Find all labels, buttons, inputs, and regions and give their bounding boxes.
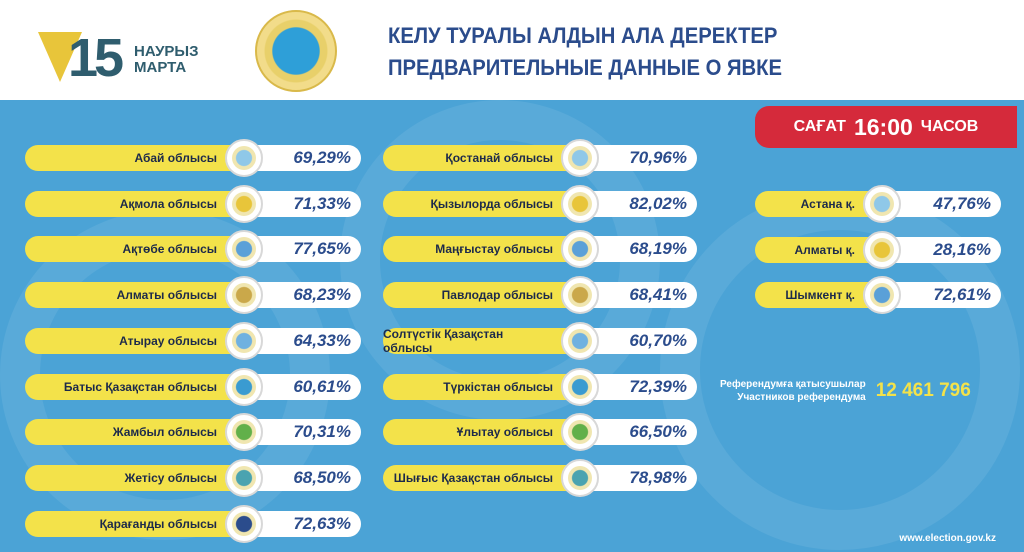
turnout-value: 71,33%: [251, 190, 361, 217]
region-row: Павлодар облысы 68,41%: [383, 276, 697, 315]
region-name: Маңғыстау облысы: [383, 236, 583, 263]
region-row: Астана қ. 47,76%: [755, 185, 1001, 223]
participants-label-ru: Участников референдума: [737, 392, 866, 403]
region-row: Жамбыл облысы 70,31%: [25, 413, 361, 452]
region-emblem-icon: [561, 367, 599, 406]
logo-line1: НАУРЫЗ: [134, 43, 199, 60]
election-commission-emblem-icon: [255, 10, 337, 92]
title-ru: ПРЕДВАРИТЕЛЬНЫЕ ДАННЫЕ О ЯВКЕ: [388, 55, 783, 80]
region-emblem-icon: [225, 367, 263, 406]
region-row: Алматы қ. 28,16%: [755, 230, 1001, 269]
region-row: Ақтөбе облысы 77,65%: [25, 230, 361, 269]
title-kz: КЕЛУ ТУРАЛЫ АЛДЫН АЛА ДЕРЕКТЕР: [388, 23, 778, 48]
region-emblem-icon: [225, 458, 263, 497]
region-name: Батыс Қазақстан облысы: [25, 373, 247, 400]
time-post: ЧАСОВ: [920, 118, 979, 135]
region-emblem-icon: [225, 321, 263, 360]
region-row: Ақмола облысы 71,33%: [25, 184, 361, 223]
region-name: Абай облысы: [25, 145, 247, 171]
turnout-value: 68,23%: [251, 282, 361, 309]
turnout-value: 72,39%: [587, 373, 697, 400]
turnout-value: 82,02%: [587, 190, 697, 217]
region-row: Атырау облысы 64,33%: [25, 321, 361, 360]
turnout-value: 70,31%: [251, 419, 361, 446]
march-15-logo: 15 НАУРЫЗ МАРТА: [38, 28, 218, 88]
header: 15 НАУРЫЗ МАРТА КЕЛУ ТУРАЛЫ АЛДЫН АЛА ДЕР…: [0, 0, 1024, 100]
logo-line2: МАРТА: [134, 59, 187, 76]
turnout-value: 68,41%: [587, 282, 697, 309]
region-row: Солтүстік Қазақстан облысы 60,70%: [383, 321, 697, 360]
participants-label-kz: Референдумға қатысушылар: [720, 379, 866, 390]
region-emblem-icon: [863, 276, 901, 315]
region-name: Қостанай облысы: [383, 145, 583, 171]
region-name: Алматы облысы: [25, 282, 247, 309]
turnout-value: 68,19%: [587, 236, 697, 263]
region-emblem-icon: [561, 184, 599, 223]
region-emblem-icon: [561, 321, 599, 360]
turnout-value: 60,70%: [587, 327, 697, 354]
check-mark-icon: [38, 32, 82, 82]
turnout-value: 72,61%: [889, 282, 1001, 309]
participants-value: 12 461 796: [875, 380, 971, 401]
region-row: Қарағанды облысы 72,63%: [25, 504, 361, 543]
turnout-value: 72,63%: [251, 510, 361, 537]
region-row: Қостанай облысы 70,96%: [383, 139, 697, 177]
turnout-value: 47,76%: [889, 191, 1001, 217]
region-row: Маңғыстау облысы 68,19%: [383, 230, 697, 269]
turnout-value: 69,29%: [251, 145, 361, 171]
region-row: Батыс Қазақстан облысы 60,61%: [25, 367, 361, 406]
turnout-value: 60,61%: [251, 373, 361, 400]
logo-number: 15: [68, 28, 124, 88]
region-emblem-icon: [561, 458, 599, 497]
turnout-value: 70,96%: [587, 145, 697, 171]
region-emblem-icon: [225, 413, 263, 452]
region-row: Шымкент қ. 72,61%: [755, 276, 1001, 315]
region-row: Жетісу облысы 68,50%: [25, 458, 361, 497]
region-name: Ұлытау облысы: [383, 419, 583, 446]
region-emblem-icon: [863, 230, 901, 269]
participants-total: Референдумға қатысушылар Участников рефер…: [720, 378, 971, 404]
region-emblem-icon: [225, 139, 263, 177]
region-emblem-icon: [225, 230, 263, 269]
turnout-value: 64,33%: [251, 327, 361, 354]
region-name: Қарағанды облысы: [25, 510, 247, 537]
website-link[interactable]: www.election.gov.kz: [899, 533, 996, 544]
region-row: Абай облысы 69,29%: [25, 139, 361, 177]
region-row: Шығыс Қазақстан облысы 78,98%: [383, 458, 697, 497]
region-emblem-icon: [561, 413, 599, 452]
turnout-value: 78,98%: [587, 464, 697, 491]
turnout-value: 68,50%: [251, 464, 361, 491]
time-pre: САҒАТ: [793, 118, 846, 135]
time-badge: САҒАТ 16:00 ЧАСОВ: [755, 106, 1017, 148]
region-row: Ұлытау облысы 66,50%: [383, 413, 697, 452]
time-value: 16:00: [853, 113, 913, 140]
region-emblem-icon: [561, 230, 599, 269]
region-name: Атырау облысы: [25, 327, 247, 354]
region-name: Ақтөбе облысы: [25, 236, 247, 263]
region-name: Шығыс Қазақстан облысы: [383, 464, 583, 491]
region-name: Павлодар облысы: [383, 282, 583, 309]
region-name: Ақмола облысы: [25, 190, 247, 217]
region-emblem-icon: [225, 504, 263, 543]
region-name: Түркістан облысы: [383, 373, 583, 400]
region-name: Жетісу облысы: [25, 464, 247, 491]
region-emblem-icon: [561, 139, 599, 177]
region-emblem-icon: [863, 185, 901, 223]
turnout-value: 66,50%: [587, 419, 697, 446]
region-emblem-icon: [225, 276, 263, 315]
region-emblem-icon: [561, 276, 599, 315]
turnout-value: 28,16%: [889, 236, 1001, 263]
region-name: Қызылорда облысы: [383, 190, 583, 217]
turnout-value: 77,65%: [251, 236, 361, 263]
region-row: Алматы облысы 68,23%: [25, 276, 361, 315]
region-name: Солтүстік Қазақстан облысы: [383, 327, 583, 355]
region-row: Түркістан облысы 72,39%: [383, 367, 697, 406]
region-emblem-icon: [225, 184, 263, 223]
region-name: Жамбыл облысы: [25, 419, 247, 446]
region-row: Қызылорда облысы 82,02%: [383, 184, 697, 223]
